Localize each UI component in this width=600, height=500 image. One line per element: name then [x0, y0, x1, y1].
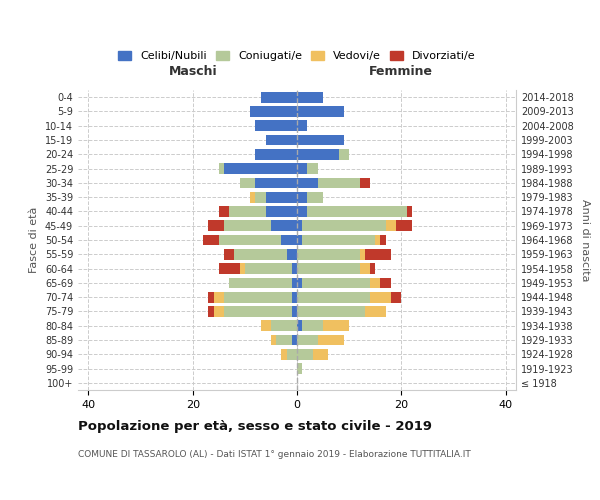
Bar — [260, 92, 297, 102]
Text: Maschi: Maschi — [169, 65, 217, 78]
Bar — [208, 306, 214, 317]
Bar — [219, 263, 239, 274]
Bar — [297, 234, 302, 246]
Bar — [380, 234, 386, 246]
Bar — [266, 134, 297, 145]
Bar — [292, 292, 297, 302]
Bar — [292, 278, 297, 288]
Bar — [229, 278, 292, 288]
Bar — [297, 178, 318, 188]
Bar — [224, 306, 292, 317]
Bar — [297, 92, 323, 102]
Bar — [297, 220, 302, 231]
Bar — [266, 206, 297, 217]
Bar — [297, 334, 318, 345]
Bar — [302, 278, 370, 288]
Bar — [266, 192, 297, 202]
Bar — [297, 163, 307, 174]
Bar — [297, 192, 307, 202]
Bar — [359, 178, 370, 188]
Bar — [297, 263, 359, 274]
Bar — [297, 106, 344, 117]
Bar — [271, 220, 297, 231]
Bar — [323, 320, 349, 331]
Bar — [370, 278, 380, 288]
Bar — [255, 178, 297, 188]
Bar — [255, 192, 266, 202]
Bar — [391, 292, 401, 302]
Bar — [229, 206, 266, 217]
Bar — [214, 292, 224, 302]
Bar — [297, 120, 307, 131]
Bar — [292, 334, 297, 345]
Bar — [224, 249, 235, 260]
Legend: Celibi/Nubili, Coniugati/e, Vedovi/e, Divorziati/e: Celibi/Nubili, Coniugati/e, Vedovi/e, Di… — [118, 50, 476, 61]
Bar — [245, 263, 292, 274]
Bar — [219, 234, 281, 246]
Bar — [276, 334, 292, 345]
Bar — [318, 334, 344, 345]
Bar — [224, 163, 297, 174]
Bar — [287, 349, 297, 360]
Bar — [302, 320, 323, 331]
Bar — [365, 249, 391, 260]
Bar — [214, 306, 224, 317]
Bar — [307, 192, 323, 202]
Bar — [313, 349, 328, 360]
Bar — [375, 234, 380, 246]
Bar — [292, 306, 297, 317]
Bar — [386, 220, 396, 231]
Bar — [297, 249, 359, 260]
Bar — [297, 206, 307, 217]
Bar — [370, 292, 391, 302]
Bar — [255, 149, 297, 160]
Bar — [250, 106, 297, 117]
Bar — [297, 349, 313, 360]
Bar — [224, 292, 292, 302]
Bar — [380, 278, 391, 288]
Bar — [281, 349, 287, 360]
Bar — [302, 220, 386, 231]
Bar — [255, 120, 297, 131]
Bar — [287, 249, 297, 260]
Bar — [307, 206, 407, 217]
Bar — [208, 292, 214, 302]
Bar — [260, 320, 271, 331]
Bar — [359, 249, 365, 260]
Bar — [297, 149, 339, 160]
Bar — [239, 263, 245, 274]
Bar — [365, 306, 386, 317]
Bar — [339, 149, 349, 160]
Text: Femmine: Femmine — [369, 65, 433, 78]
Bar — [359, 263, 370, 274]
Bar — [297, 134, 344, 145]
Bar — [224, 220, 271, 231]
Bar — [203, 234, 219, 246]
Bar — [297, 278, 302, 288]
Bar — [396, 220, 412, 231]
Bar — [239, 178, 255, 188]
Text: Popolazione per età, sesso e stato civile - 2019: Popolazione per età, sesso e stato civil… — [78, 420, 432, 433]
Bar — [302, 234, 375, 246]
Bar — [219, 206, 229, 217]
Bar — [281, 234, 297, 246]
Bar — [235, 249, 287, 260]
Bar — [307, 163, 318, 174]
Bar — [318, 178, 359, 188]
Bar — [297, 306, 365, 317]
Bar — [208, 220, 224, 231]
Y-axis label: Anni di nascita: Anni di nascita — [580, 198, 590, 281]
Bar — [297, 292, 370, 302]
Bar — [407, 206, 412, 217]
Bar — [250, 192, 255, 202]
Bar — [271, 320, 297, 331]
Text: COMUNE DI TASSAROLO (AL) - Dati ISTAT 1° gennaio 2019 - Elaborazione TUTTITALIA.: COMUNE DI TASSAROLO (AL) - Dati ISTAT 1°… — [78, 450, 471, 459]
Bar — [292, 263, 297, 274]
Y-axis label: Fasce di età: Fasce di età — [29, 207, 39, 273]
Bar — [297, 363, 302, 374]
Bar — [370, 263, 375, 274]
Bar — [271, 334, 276, 345]
Bar — [297, 320, 302, 331]
Bar — [219, 163, 224, 174]
